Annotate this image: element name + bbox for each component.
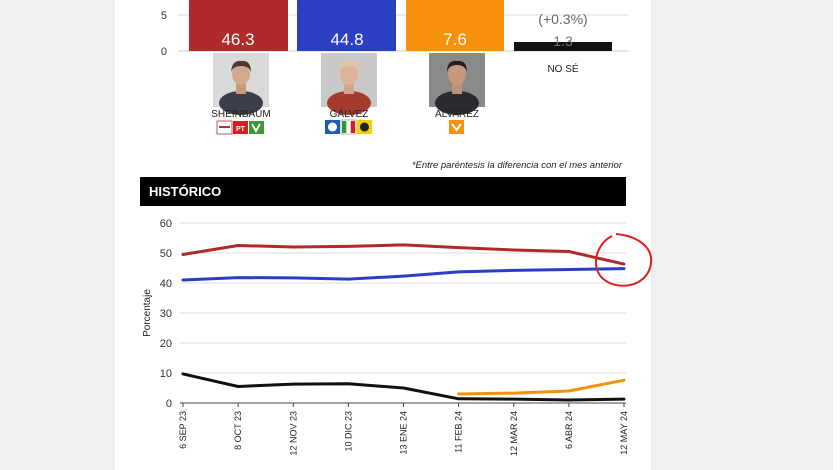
x-tick-label: 12 NOV 23 xyxy=(288,411,298,456)
x-tick-label: 6 SEP 23 xyxy=(178,411,188,449)
y-axis-label: Porcentaje xyxy=(142,289,153,337)
bar-value-galvez: 44.8 xyxy=(330,30,363,49)
x-tick-label: 12 MAR 24 xyxy=(509,411,519,456)
bar-value-alvarez: 7.6 xyxy=(443,30,467,49)
y-tick-label: 0 xyxy=(166,398,172,410)
red-circle-annotation xyxy=(594,233,653,287)
x-tick-label: 8 OCT 23 xyxy=(233,411,243,450)
candidate-photo-galvez xyxy=(321,53,377,115)
y-tick-label: 20 xyxy=(160,338,172,350)
bar-alvarez xyxy=(406,0,504,51)
candidate-name-galvez: GÁLVEZ xyxy=(330,107,369,120)
y-tick-5: 5 xyxy=(161,10,167,22)
candidate-name-no-se: NO SÉ xyxy=(547,62,578,75)
y-tick-label: 50 xyxy=(160,248,172,260)
footnote: *Entre paréntesis la diferencia con el m… xyxy=(412,160,623,171)
grid-layer: 0 10 20 30 40 50 60 xyxy=(160,218,626,410)
x-tick-label: 12 MAY 24 xyxy=(619,411,629,455)
mc-logo-icon xyxy=(449,120,464,134)
x-tick-label: 11 FEB 24 xyxy=(454,411,464,453)
party-logos-galvez xyxy=(325,119,372,135)
candidate-name-alvarez: ÁLVAREZ xyxy=(435,107,479,120)
series-line-sheinbaum xyxy=(181,243,626,266)
y-tick-label: 30 xyxy=(160,308,172,320)
x-tick-label: 10 DIC 23 xyxy=(343,411,353,452)
candidate-photo-alvarez xyxy=(429,53,485,115)
right-edge-strip xyxy=(833,0,840,470)
y-tick-label: 60 xyxy=(160,218,172,230)
bar-change-no-se: (+0.3%) xyxy=(538,11,587,27)
bar-value-sheinbaum: 46.3 xyxy=(221,30,254,49)
x-tick-label: 13 ENE 24 xyxy=(399,411,409,455)
bar-value-no-se: 1.3 xyxy=(553,33,573,49)
pt-logo-text: PT xyxy=(236,126,246,133)
pvem-logo-icon xyxy=(249,121,264,134)
candidate-name-sheinbaum: SHEINBAUM xyxy=(211,109,270,120)
series-line-galvez xyxy=(181,267,626,282)
bar-galvez xyxy=(297,0,396,51)
historico-title: HISTÓRICO xyxy=(149,184,221,199)
party-logos-alvarez xyxy=(449,120,464,134)
series-line-no_se xyxy=(181,372,626,402)
x-tick-label: 6 ABR 24 xyxy=(564,411,574,449)
y-tick-label: 40 xyxy=(160,278,172,290)
series-layer xyxy=(181,243,626,402)
bar-sheinbaum xyxy=(189,0,288,51)
candidate-photo-sheinbaum xyxy=(213,53,269,115)
party-logos-sheinbaum: PT xyxy=(216,120,264,135)
historico-line-chart: 0 10 20 30 40 50 60 6 SEP 23 8 OCT 23 12 NOV 23 1… xyxy=(142,218,629,456)
bar-no-se xyxy=(514,42,612,51)
series-line-alvarez xyxy=(457,378,626,396)
pt-logo-icon xyxy=(233,121,248,134)
current-poll-bar-chart: 5 0 46.3 44.8 7.6 (+0.3%) 1.3 xyxy=(161,0,628,58)
x-tick-layer: 6 SEP 23 8 OCT 23 12 NOV 23 10 DIC 23 13 ENE… xyxy=(178,403,629,456)
y-tick-0: 0 xyxy=(161,46,167,58)
y-tick-label: 10 xyxy=(160,368,172,380)
historico-header xyxy=(140,177,626,206)
